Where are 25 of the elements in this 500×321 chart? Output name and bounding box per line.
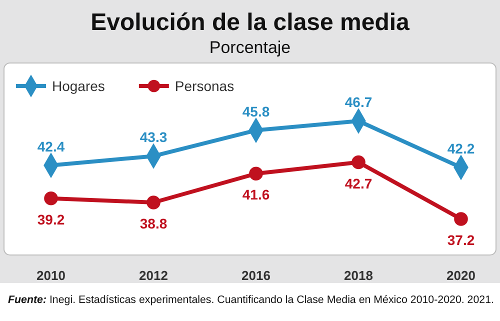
chart-title: Evolución de la clase media <box>90 9 410 36</box>
data-label: 46.7 <box>344 94 372 110</box>
x-tick-label: 2018 <box>344 268 373 284</box>
legend-label: Personas <box>174 78 234 94</box>
data-label: 39.2 <box>37 211 65 228</box>
point <box>44 191 58 206</box>
x-tick-label: 2012 <box>139 268 168 284</box>
point <box>352 155 366 170</box>
data-label: 42.2 <box>447 140 475 156</box>
point <box>249 166 263 181</box>
data-label: 41.6 <box>242 186 270 203</box>
x-tick-label: 2020 <box>446 268 476 284</box>
x-tick-label: 2010 <box>36 268 66 284</box>
point <box>454 212 468 226</box>
legend-label: Hogares <box>52 78 105 94</box>
data-label: 37.2 <box>447 232 475 248</box>
data-label: 38.8 <box>140 215 168 232</box>
data-label: 42.7 <box>344 175 372 192</box>
source-note: Fuente: Inegi. Estadísticas experimentales. Cuantificando la Clase Media en México 2010-2020. 2021. <box>8 294 500 306</box>
x-tick-label: 2016 <box>242 268 270 284</box>
data-label: 45.8 <box>242 103 270 120</box>
data-label: 43.3 <box>140 129 168 146</box>
point <box>146 196 160 210</box>
data-label: 42.4 <box>37 138 65 154</box>
chart-subtitle: Porcentaje <box>209 38 291 57</box>
